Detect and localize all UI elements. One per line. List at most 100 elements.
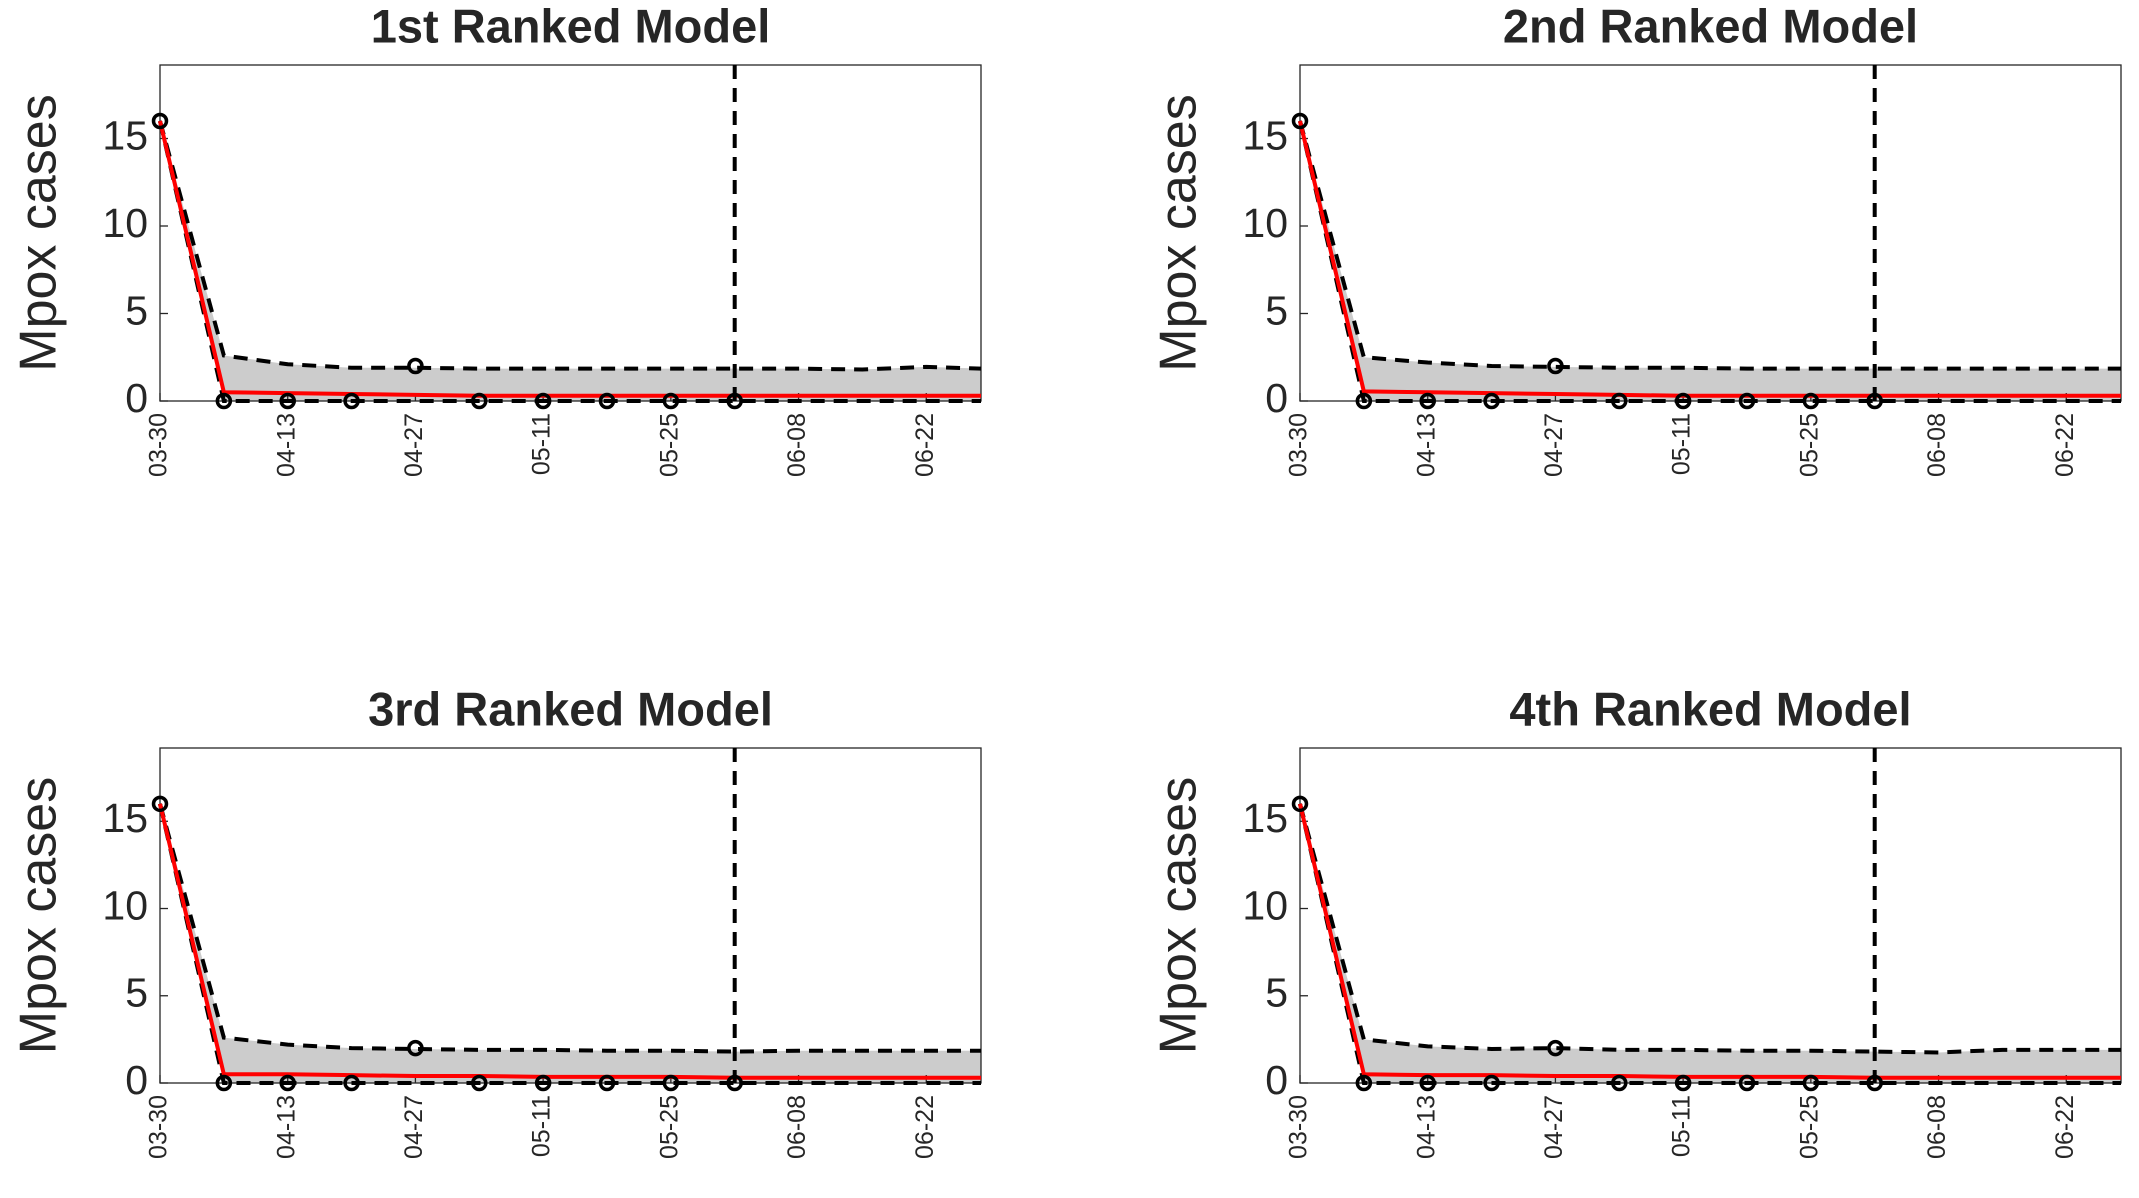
x-tick-label: 03-30 [145, 1095, 173, 1159]
x-tick-label: 06-22 [911, 1095, 939, 1159]
uncertainty-band [160, 121, 981, 401]
observed-point [279, 1074, 296, 1092]
observed-point [1483, 392, 1500, 410]
axes-box [159, 747, 982, 1084]
observed-point [1866, 1074, 1883, 1092]
x-tick-label: 05-11 [1668, 1095, 1696, 1157]
y-tick-label: 0 [1265, 375, 1288, 421]
x-tick-label: 05-25 [1795, 1095, 1823, 1159]
x-tick-label: 06-08 [1923, 413, 1951, 477]
y-tick-label: 0 [1265, 1057, 1288, 1103]
chart-title: 3rd Ranked Model [368, 682, 773, 735]
upper-bound-line [158, 803, 981, 1054]
y-tick-label: 0 [125, 1057, 148, 1103]
x-tick-label: 04-27 [1540, 413, 1568, 477]
observed-point [1611, 1074, 1628, 1092]
x-tick-label: 05-25 [655, 1095, 683, 1159]
observed-point [1483, 1074, 1500, 1092]
x-tick-label: 03-30 [1285, 1095, 1313, 1159]
y-tick-label: 10 [1242, 200, 1288, 246]
uncertainty-band [160, 803, 981, 1083]
x-tick-label: 03-30 [1285, 413, 1313, 477]
observed-point [1611, 392, 1628, 410]
observed-point [1738, 1074, 1756, 1092]
axes-box [159, 64, 982, 402]
x-tick-label: 06-08 [783, 1095, 811, 1159]
x-tick-label: 04-13 [272, 413, 300, 477]
x-tick-label: 04-27 [400, 413, 428, 477]
axes-box [1299, 64, 2122, 402]
y-tick-label: 10 [102, 200, 148, 246]
observed-point [407, 357, 424, 375]
observed-point [726, 1074, 743, 1092]
observed-point [662, 392, 680, 410]
x-tick-label: 03-30 [145, 413, 173, 477]
observed-point [1291, 112, 1309, 130]
upper-bound-line [158, 120, 982, 372]
observed-point [1802, 1074, 1820, 1092]
observed-point [1419, 392, 1436, 410]
fit-line [158, 120, 981, 398]
x-tick-label: 05-11 [1668, 413, 1696, 475]
y-tick-label: 15 [102, 795, 148, 841]
observed-point [534, 392, 552, 410]
observed-point [1355, 392, 1373, 410]
y-tick-label: 5 [1265, 970, 1288, 1016]
y-tick-label: 15 [1242, 112, 1288, 158]
x-tick-label: 04-13 [1412, 413, 1440, 477]
y-tick-label: 5 [1265, 287, 1288, 333]
lower-bound-line [1298, 120, 2121, 403]
fit-line [1298, 120, 2121, 398]
chart-title: 2nd Ranked Model [1503, 0, 1918, 52]
x-tick-label: 06-08 [783, 413, 811, 477]
y-tick-label: 5 [125, 287, 148, 333]
observed-point [662, 1074, 680, 1092]
x-tick-label: 04-13 [1412, 1095, 1440, 1159]
fit-line [158, 803, 981, 1080]
fit-line [1298, 803, 2121, 1080]
y-tick-label: 15 [1242, 795, 1288, 841]
x-tick-label: 06-22 [2051, 413, 2079, 477]
observed-point [215, 1074, 233, 1092]
x-tick-label: 05-25 [1795, 413, 1823, 477]
observed-point [471, 1074, 488, 1092]
observed-point [343, 392, 360, 410]
observed-point [534, 1074, 552, 1092]
x-tick-label: 05-25 [655, 413, 683, 477]
x-tick-label: 06-22 [2051, 1095, 2079, 1159]
observed-point [1674, 1074, 1692, 1092]
y-tick-label: 10 [102, 882, 148, 928]
observed-point [471, 392, 488, 410]
observed-point [279, 392, 296, 410]
chart-title: 4th Ranked Model [1509, 682, 1911, 735]
y-axis-label: Mpox cases [10, 777, 68, 1054]
y-axis-label: Mpox cases [1150, 777, 1208, 1054]
x-tick-label: 05-11 [528, 1095, 556, 1157]
observed-point [407, 1039, 424, 1057]
y-axis-label: Mpox cases [10, 94, 68, 371]
uncertainty-band [1300, 803, 2121, 1083]
x-tick-label: 04-13 [272, 1095, 300, 1159]
x-tick-label: 04-27 [400, 1095, 428, 1159]
observed-point [1547, 357, 1564, 375]
y-tick-label: 5 [125, 970, 148, 1016]
observed-point [151, 112, 169, 130]
observed-point [1291, 795, 1309, 813]
x-tick-label: 04-27 [1540, 1095, 1568, 1159]
observed-point [1674, 392, 1692, 410]
observed-point [726, 392, 743, 410]
observed-point [1547, 1039, 1564, 1057]
observed-point [1355, 1074, 1373, 1092]
observed-point [598, 1074, 616, 1092]
observed-point [1419, 1074, 1436, 1092]
x-tick-label: 06-08 [1923, 1095, 1951, 1159]
upper-bound-line [1298, 803, 2121, 1055]
observed-point [1738, 392, 1756, 410]
observed-point [215, 392, 233, 410]
lower-bound-line [158, 803, 981, 1085]
y-axis-label: Mpox cases [1150, 94, 1208, 371]
lower-bound-line [1298, 803, 2121, 1085]
y-tick-label: 0 [125, 375, 148, 421]
y-tick-label: 10 [1242, 882, 1288, 928]
